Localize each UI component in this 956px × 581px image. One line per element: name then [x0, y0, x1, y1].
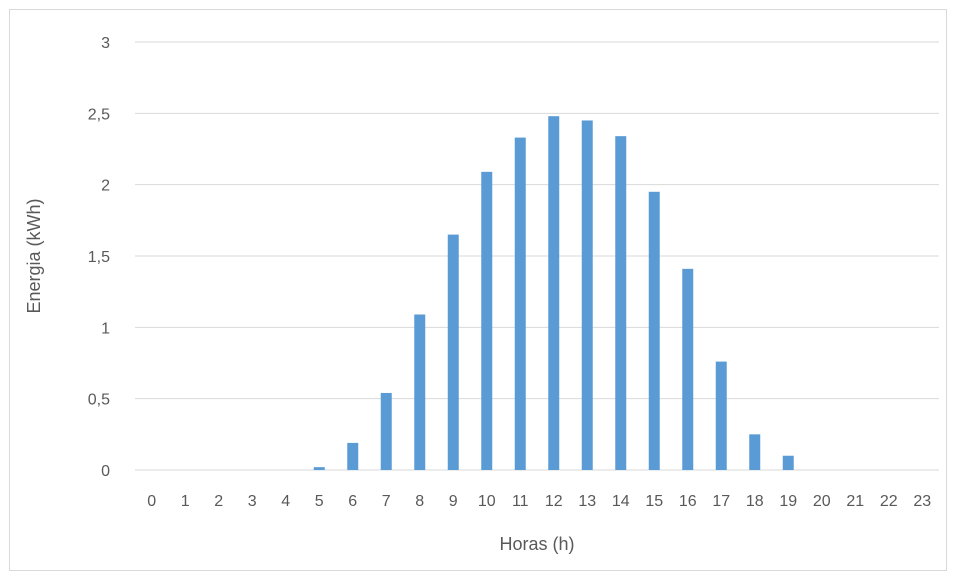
bar-hour-14	[615, 136, 627, 470]
y-tick-label: 0,5	[88, 392, 110, 409]
bar-hour-19	[782, 455, 794, 470]
bar-hour-10	[481, 171, 493, 470]
x-tick-label: 5	[315, 493, 324, 510]
bar-hour-9	[447, 234, 459, 470]
bar-hour-13	[581, 120, 593, 470]
bar-hour-7	[380, 392, 392, 470]
x-tick-label: 6	[348, 493, 357, 510]
bar-hour-17	[715, 361, 727, 470]
y-tick-label: 0	[101, 463, 110, 480]
x-tick-label: 22	[880, 493, 898, 510]
bar-hour-16	[682, 268, 694, 470]
x-tick-label: 13	[578, 493, 596, 510]
y-axis-title: Energia (kWh)	[24, 198, 44, 313]
x-tick-label: 14	[612, 493, 630, 510]
bar-hour-12	[548, 116, 560, 470]
bar-hour-8	[414, 314, 426, 470]
x-tick-label: 1	[181, 493, 190, 510]
x-tick-label: 7	[382, 493, 391, 510]
x-tick-label: 9	[449, 493, 458, 510]
x-tick-label: 17	[712, 493, 730, 510]
bar-hour-6	[347, 442, 359, 470]
gridlines	[135, 41, 939, 471]
x-tick-label: 21	[846, 493, 864, 510]
y-tick-labels: 0 0,5 1 1,5 2 2,5 3	[88, 35, 110, 480]
x-tick-label: 19	[779, 493, 797, 510]
x-tick-label: 3	[248, 493, 257, 510]
x-tick-label: 4	[281, 493, 290, 510]
x-tick-label: 8	[415, 493, 424, 510]
x-tick-label: 10	[478, 493, 496, 510]
y-tick-label: 1,5	[88, 249, 110, 266]
x-tick-label: 23	[913, 493, 931, 510]
bar-hour-11	[514, 137, 526, 470]
bar-hour-5	[313, 467, 325, 470]
x-tick-labels: 0 1 2 3 4 5 6 7 8 9 10 11 12 13 14 15 16 17 18 19 20 21 22 23	[147, 493, 931, 510]
y-tick-label: 2	[101, 178, 110, 195]
bars	[313, 116, 794, 471]
x-tick-label: 2	[214, 493, 223, 510]
x-tick-label: 0	[147, 493, 156, 510]
x-tick-label: 15	[645, 493, 663, 510]
x-tick-label: 11	[512, 493, 529, 510]
x-tick-label: 18	[746, 493, 764, 510]
bar-hour-18	[749, 434, 761, 470]
x-tick-label: 12	[545, 493, 563, 510]
bar-hour-15	[648, 191, 660, 471]
x-tick-label: 16	[679, 493, 697, 510]
y-tick-label: 3	[101, 35, 110, 52]
y-tick-label: 1	[101, 320, 110, 337]
x-tick-label: 20	[813, 493, 831, 510]
x-axis-title: Horas (h)	[499, 534, 574, 554]
chart-frame	[9, 9, 947, 571]
y-tick-label: 2,5	[88, 106, 110, 123]
